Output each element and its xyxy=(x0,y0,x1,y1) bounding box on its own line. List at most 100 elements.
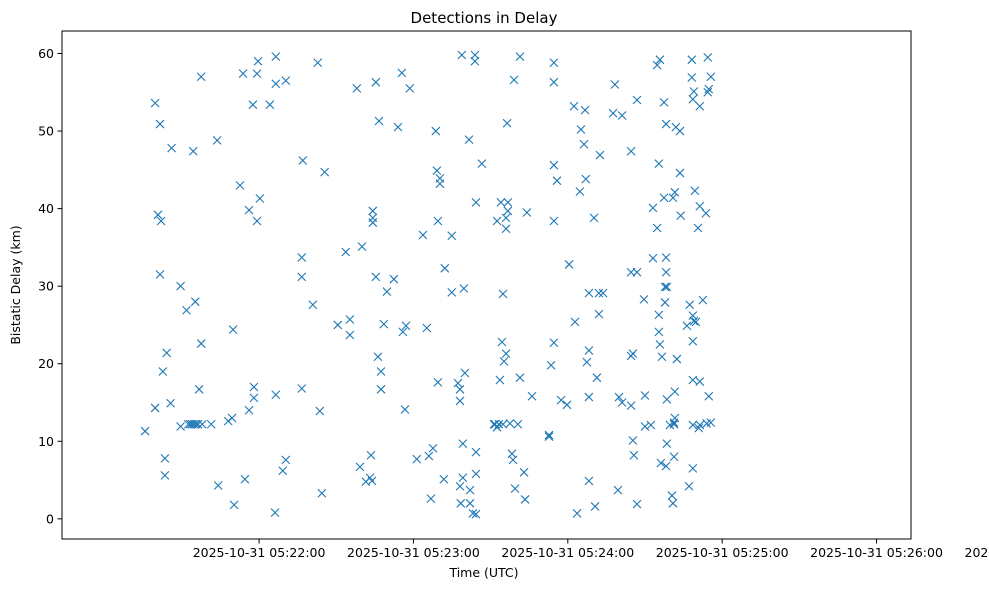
data-point xyxy=(297,384,307,393)
data-point xyxy=(676,211,686,220)
data-point xyxy=(197,419,207,429)
data-point xyxy=(639,294,649,304)
data-point xyxy=(662,282,672,292)
data-point xyxy=(458,473,468,483)
data-point xyxy=(253,56,263,66)
data-point xyxy=(471,447,481,457)
data-point xyxy=(470,50,480,60)
data-point xyxy=(313,58,323,68)
data-point xyxy=(398,327,408,337)
data-point xyxy=(140,426,150,436)
data-point xyxy=(617,111,627,120)
data-point xyxy=(433,377,443,387)
data-point xyxy=(182,305,191,315)
data-point xyxy=(249,393,259,403)
data-point xyxy=(229,500,239,510)
x-tick-label: 2025-10-31 05:23:00 xyxy=(347,545,480,560)
data-point xyxy=(519,467,529,477)
data-point xyxy=(675,126,685,136)
data-point xyxy=(439,474,449,484)
data-point xyxy=(594,309,604,319)
data-point xyxy=(431,126,441,136)
data-point xyxy=(155,270,165,279)
data-point xyxy=(688,420,698,430)
data-point xyxy=(368,218,378,227)
data-point xyxy=(549,160,559,170)
data-point xyxy=(515,373,525,383)
data-point xyxy=(244,205,254,215)
data-point xyxy=(508,455,518,465)
data-point xyxy=(453,378,463,388)
data-point xyxy=(629,450,639,460)
data-point xyxy=(150,98,160,108)
data-point xyxy=(569,101,579,111)
data-point xyxy=(668,193,678,203)
data-point xyxy=(654,159,664,169)
data-point xyxy=(703,52,713,62)
data-point xyxy=(520,495,530,504)
data-point xyxy=(368,206,378,216)
x-tick-label: 2025-10-31 05:22:00 xyxy=(193,545,326,560)
data-point xyxy=(628,436,638,445)
data-point xyxy=(704,391,714,401)
data-point xyxy=(315,406,325,416)
data-point xyxy=(688,94,698,104)
data-point xyxy=(341,247,351,257)
data-point xyxy=(660,282,670,292)
y-tick-label: 10 xyxy=(38,434,54,449)
data-point xyxy=(471,509,481,519)
data-point xyxy=(667,491,677,500)
data-point xyxy=(632,499,642,509)
data-point xyxy=(424,451,434,461)
data-point xyxy=(188,146,198,156)
data-point xyxy=(544,430,554,440)
data-point xyxy=(685,300,695,310)
data-point xyxy=(592,373,602,383)
data-point xyxy=(470,56,480,66)
y-axis-label: Bistatic Delay (km) xyxy=(8,225,23,344)
data-point xyxy=(614,392,624,402)
data-point xyxy=(447,231,457,241)
data-point xyxy=(626,401,636,410)
data-point xyxy=(271,390,281,400)
data-point xyxy=(167,143,176,153)
data-point xyxy=(345,315,355,324)
data-point xyxy=(546,360,556,370)
data-point xyxy=(397,68,407,78)
data-point xyxy=(688,375,698,385)
data-point xyxy=(688,464,698,473)
data-point xyxy=(471,198,481,207)
data-point xyxy=(661,119,671,129)
data-point xyxy=(659,97,669,107)
data-point xyxy=(706,72,716,82)
data-point xyxy=(495,375,505,385)
data-point xyxy=(496,198,506,207)
y-tick-label: 0 xyxy=(46,511,54,526)
data-point xyxy=(654,327,664,337)
data-point xyxy=(308,300,318,310)
data-point xyxy=(610,80,620,89)
data-point xyxy=(433,216,443,226)
data-point xyxy=(249,382,259,392)
data-point xyxy=(670,413,680,423)
data-point xyxy=(655,55,665,65)
data-markers xyxy=(140,50,716,519)
data-point xyxy=(501,349,511,359)
data-point xyxy=(400,405,410,414)
data-point xyxy=(659,193,669,203)
data-point xyxy=(374,116,384,126)
x-tick-label: 2025-10-31 05:26:00 xyxy=(810,545,943,560)
data-point xyxy=(176,422,185,431)
data-point xyxy=(440,263,450,273)
data-point xyxy=(688,336,698,346)
y-tick-label: 50 xyxy=(38,124,54,139)
data-point xyxy=(271,52,281,61)
y-tick-label: 20 xyxy=(38,356,54,371)
data-point xyxy=(570,317,580,327)
data-point xyxy=(640,391,650,400)
data-point xyxy=(352,84,362,93)
data-point xyxy=(693,223,703,233)
data-point xyxy=(688,311,698,321)
data-point xyxy=(661,253,671,262)
y-axis: 0 10 20 30 40 50 60 xyxy=(38,46,62,526)
